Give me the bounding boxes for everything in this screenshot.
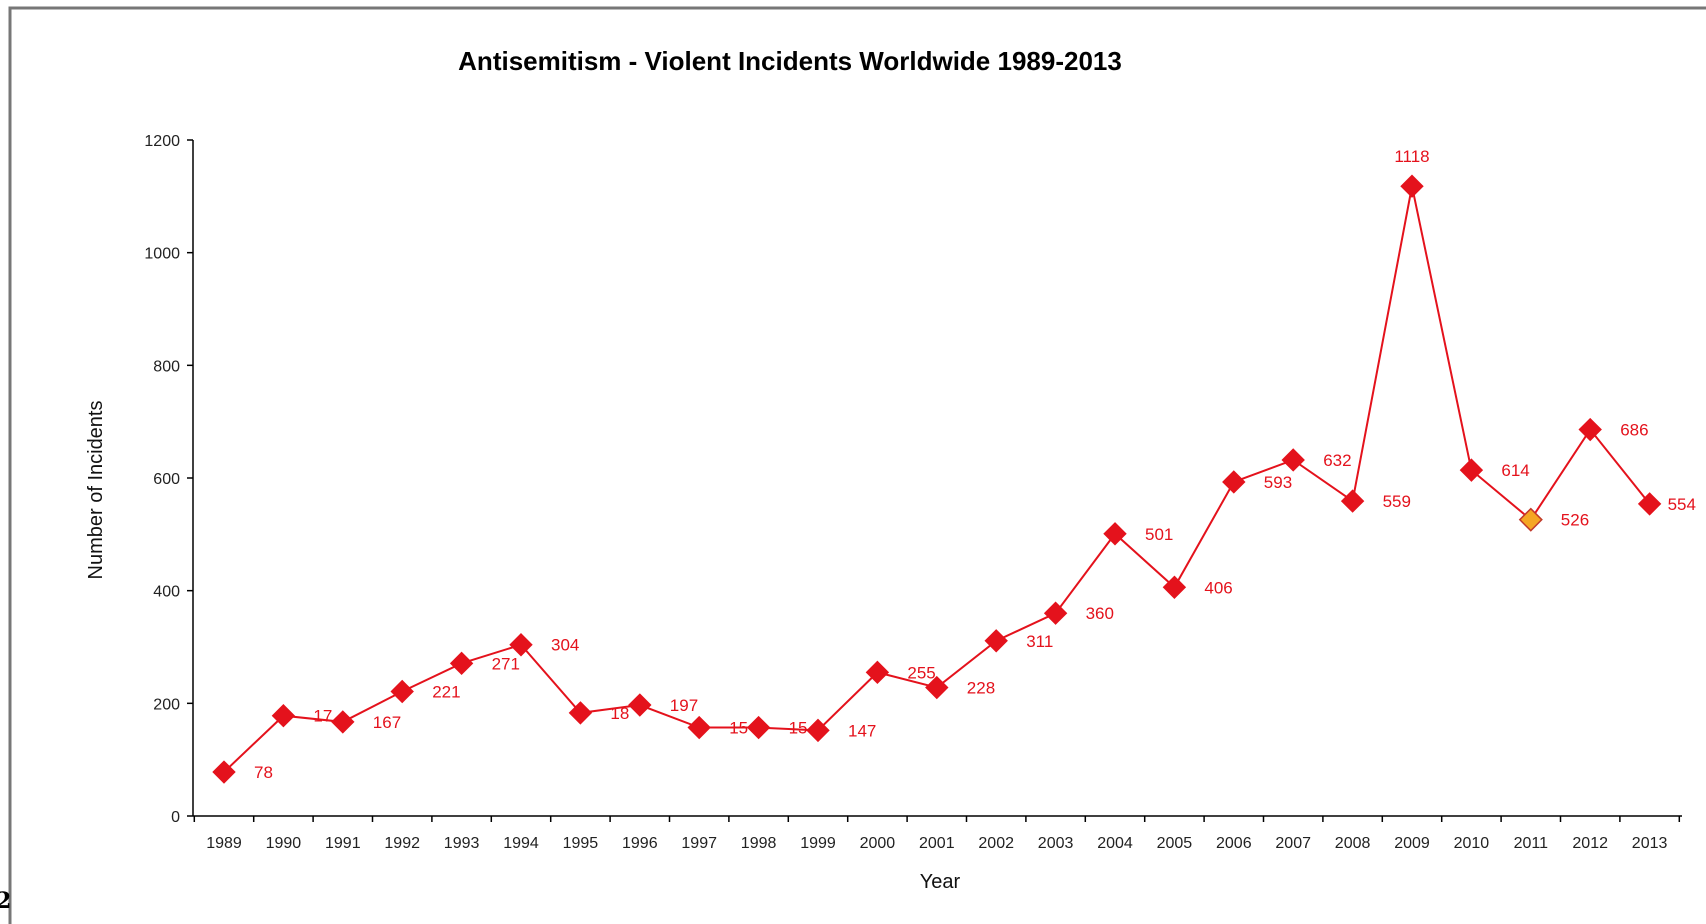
y-tick-label: 200 [153, 696, 180, 713]
y-axis-title: Number of Incidents [85, 401, 107, 580]
x-tick-label: 2012 [1572, 835, 1608, 852]
x-tick-label: 2008 [1335, 835, 1371, 852]
data-point-marker [1103, 522, 1127, 546]
y-ticks-group: 0 200 400 600 800 1000 1200 [144, 133, 193, 826]
data-point-label: 147 [848, 721, 876, 740]
x-tick-label: 1991 [325, 835, 361, 852]
data-point-label: 15 [729, 719, 748, 738]
x-tick-label: 1996 [622, 835, 658, 852]
data-point-marker [1340, 489, 1365, 513]
data-point-marker [271, 704, 296, 728]
x-tick-label: 1993 [444, 835, 480, 852]
data-point-label: 1118 [1394, 147, 1429, 166]
y-tick-label: 600 [153, 471, 180, 488]
x-tick-label: 1997 [681, 835, 717, 852]
data-point-label: 15 [789, 719, 808, 738]
x-tick-label: 2006 [1216, 835, 1252, 852]
x-tick-label: 2002 [978, 835, 1014, 852]
data-point-label: 304 [551, 636, 579, 655]
data-point-marker [1043, 601, 1068, 625]
data-point-label: 559 [1383, 492, 1411, 511]
x-tick-label: 1995 [563, 835, 599, 852]
data-point-marker [1222, 470, 1246, 494]
data-point-label: 311 [1026, 632, 1053, 651]
data-point-label: 197 [670, 696, 698, 715]
data-point-label: 593 [1264, 473, 1292, 492]
data-point-label: 614 [1501, 461, 1529, 480]
data-point-label: 271 [492, 654, 520, 673]
x-axis-title: Year [920, 871, 961, 893]
data-point-label: 221 [432, 683, 460, 702]
data-point-marker [1637, 492, 1662, 516]
data-point-label: 501 [1145, 525, 1173, 544]
y-tick-label: 1200 [144, 133, 180, 150]
data-point-marker [865, 660, 890, 685]
x-tick-label: 2011 [1514, 835, 1549, 852]
data-point-marker [212, 760, 236, 784]
data-point-marker [449, 651, 474, 676]
x-tick-label: 1989 [206, 835, 242, 852]
data-point-marker [1162, 575, 1187, 599]
x-tick-label: 1990 [266, 835, 302, 852]
data-point-marker [628, 693, 652, 717]
data-point-marker [568, 701, 593, 725]
data-point-label: 167 [373, 713, 401, 732]
chart-title: Antisemitism - Violent Incidents Worldwi… [458, 46, 1122, 76]
data-point-marker [509, 633, 533, 657]
x-tick-label: 1994 [503, 835, 539, 852]
x-tick-label: 2004 [1097, 835, 1133, 852]
data-point-marker [1400, 174, 1424, 198]
y-tick-label: 400 [153, 584, 180, 601]
data-point-marker [925, 675, 949, 700]
x-tick-label: 2007 [1275, 835, 1311, 852]
data-point-marker [687, 715, 711, 740]
data-point-label: 686 [1620, 421, 1648, 440]
data-point-label: 526 [1561, 511, 1589, 530]
x-tick-label: 2000 [860, 835, 896, 852]
data-point-marker [806, 718, 830, 743]
x-tick-label: 1992 [384, 835, 420, 852]
data-point-label: 17 [313, 707, 332, 726]
data-labels-group: 78 17 167 221 271 304 18 197 15 15 147 255 228 311 360… [254, 147, 1696, 782]
page-corner-text: 2 [0, 888, 11, 914]
y-tick-label: 1000 [144, 246, 180, 263]
x-tick-label: 1998 [741, 835, 777, 852]
x-ticks-group: 1989 1990 1991 1992 1993 1994 1995 1996 1997 1998… [193, 816, 1681, 852]
data-point-label: 406 [1204, 578, 1232, 597]
x-tick-label: 1999 [800, 835, 836, 852]
data-point-marker [1459, 458, 1484, 482]
data-point-marker [331, 710, 355, 734]
data-point-label: 360 [1086, 604, 1114, 623]
data-point-label: 228 [967, 679, 995, 698]
y-tick-label: 0 [171, 809, 180, 826]
data-point-marker [390, 679, 414, 704]
data-point-marker [1578, 417, 1602, 442]
x-tick-label: 2009 [1394, 835, 1430, 852]
data-point-marker [746, 715, 771, 740]
x-tick-label: 2003 [1038, 835, 1074, 852]
x-tick-label: 2013 [1632, 835, 1668, 852]
y-tick-label: 800 [153, 358, 180, 375]
markers-group [212, 174, 1662, 784]
data-point-marker [1281, 448, 1305, 472]
data-point-marker [1518, 507, 1543, 532]
x-tick-label: 2010 [1454, 835, 1490, 852]
data-point-label: 255 [907, 663, 935, 682]
data-point-label: 632 [1323, 451, 1351, 470]
x-tick-label: 2001 [919, 835, 955, 852]
data-point-label: 78 [254, 763, 273, 782]
data-point-marker [984, 629, 1008, 653]
data-point-label: 554 [1668, 495, 1696, 514]
x-tick-label: 2005 [1157, 835, 1193, 852]
chart-border [8, 6, 1706, 924]
data-point-label: 18 [610, 704, 629, 723]
